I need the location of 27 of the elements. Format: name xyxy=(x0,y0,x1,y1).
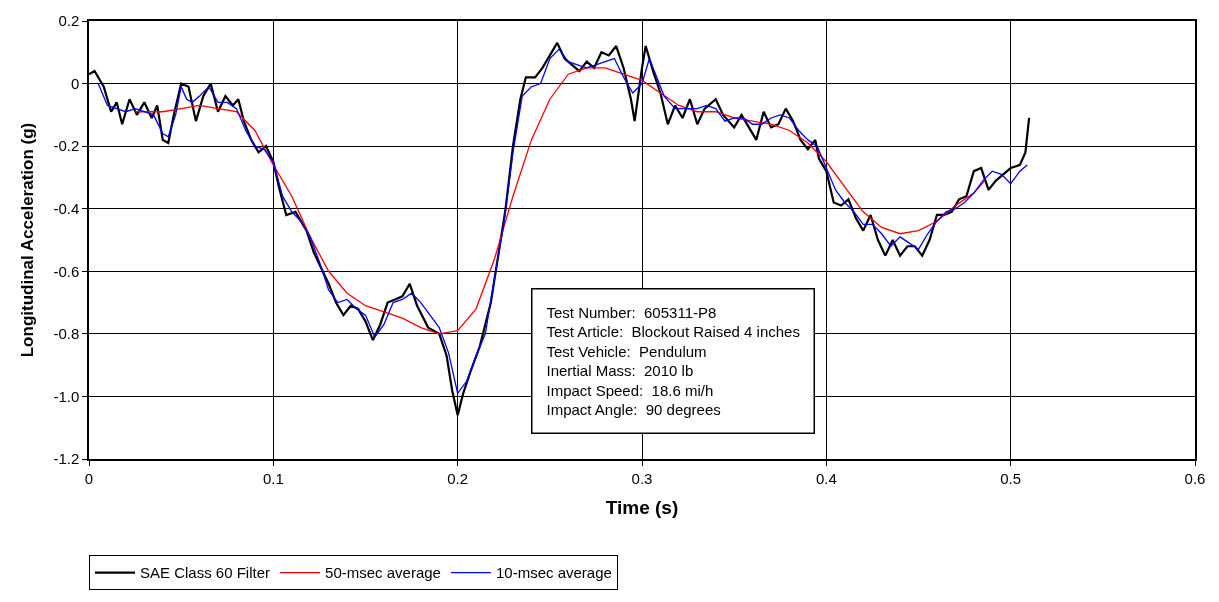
y-tick-label: -0.6 xyxy=(53,262,80,280)
annotation: Test Article: Blockout Raised 4 inches xyxy=(546,323,800,340)
annotation: Impact Angle: 90 degrees xyxy=(546,401,721,418)
y-tick-label: 0 xyxy=(70,74,80,92)
y-tick-label: -0.2 xyxy=(53,137,80,155)
x-tick-label: 0 xyxy=(84,469,94,487)
legend-label: 10-msec average xyxy=(495,564,612,582)
y-tick-label: 0.2 xyxy=(58,12,80,30)
annotation: Test Vehicle: Pendulum xyxy=(546,342,707,360)
y-axis-title: Longitudinal Acceleration (g) xyxy=(18,122,38,358)
annotation: Impact Speed: 18.6 mi/h xyxy=(546,381,714,399)
legend-label: SAE Class 60 Filter xyxy=(140,564,271,582)
annotation: Inertial Mass: 2010 lb xyxy=(546,362,694,379)
x-tick-label: 0.5 xyxy=(1000,469,1022,487)
x-axis-title: Time (s) xyxy=(605,497,679,519)
y-tick-label: -1.2 xyxy=(53,450,80,468)
x-tick-label: 0.1 xyxy=(262,469,284,487)
legend-label: 50-msec average xyxy=(325,564,441,582)
x-tick-label: 0.3 xyxy=(631,469,653,487)
annotation: Test Number: 605311-P8 xyxy=(546,303,717,321)
y-tick-label: -0.8 xyxy=(53,325,80,343)
y-tick-label: -0.4 xyxy=(53,199,80,217)
x-tick-label: 0.4 xyxy=(815,469,837,487)
line-series xyxy=(134,67,986,335)
x-tick-label: 0.6 xyxy=(1184,469,1206,487)
y-tick-label: -1.0 xyxy=(53,387,80,405)
x-tick-label: 0.2 xyxy=(447,469,469,487)
